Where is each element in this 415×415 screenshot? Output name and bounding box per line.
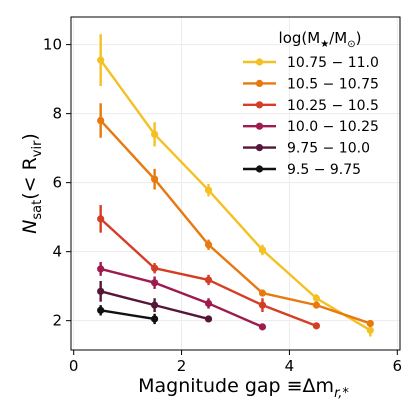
legend-entry-label: 10.5 − 10.75 (287, 76, 379, 92)
legend-entry-label: 9.75 − 10.0 (287, 141, 370, 157)
data-point (312, 301, 321, 309)
data-point (312, 322, 321, 330)
data-point (258, 301, 267, 309)
legend-entry: 10.75 − 11.0 (243, 55, 379, 71)
y-axis-label-paren-subscript: vir (30, 140, 45, 157)
data-point (150, 315, 159, 323)
legend-swatch-marker (255, 79, 264, 87)
legend-entry: 10.5 − 10.75 (243, 76, 379, 92)
series-line (100, 309, 155, 321)
legend-entry: 10.0 − 10.25 (243, 119, 379, 135)
y-axis-label-subscript: sat (30, 200, 45, 220)
data-point (204, 276, 213, 284)
data-point (204, 299, 213, 308)
data-point (150, 264, 159, 272)
data-point (97, 116, 105, 125)
series-line (99, 59, 371, 332)
legend-entry-label: 10.25 − 10.5 (287, 98, 379, 114)
y-tick-label: 2 (52, 312, 62, 330)
tick-layer: 0 2 4 6 2 4 6 8 10 (43, 36, 402, 375)
data-point (258, 323, 267, 331)
series-line (99, 217, 317, 327)
legend-entries: 10.75 − 11.0 10.5 − 10.75 10.25 − 10.5 10.0… (243, 55, 379, 178)
x-tick-label: 6 (393, 357, 403, 375)
legend-entry: 9.5 − 9.75 (243, 162, 361, 178)
x-axis-label-text: Magnitude gap ≡Δm (138, 375, 334, 397)
data-point (258, 289, 267, 297)
data-point (97, 215, 105, 223)
data-point (150, 279, 159, 287)
data-point (97, 265, 105, 273)
series (97, 305, 159, 325)
data-point (150, 175, 159, 183)
y-axis-label-close: ) (19, 133, 41, 140)
legend-title-close: ) (356, 29, 362, 47)
legend-swatch-marker (255, 101, 264, 109)
series (97, 205, 321, 330)
series-line (99, 119, 371, 325)
legend-swatch-marker (255, 144, 264, 152)
data-point (97, 287, 105, 295)
data-point (97, 306, 105, 314)
grid-layer (71, 17, 400, 350)
data-point (150, 301, 159, 309)
x-tick-label: 0 (69, 357, 79, 375)
y-tick-label: 8 (52, 105, 62, 123)
y-axis-label-paren: (< R (19, 157, 41, 200)
series (97, 280, 213, 323)
data-point (366, 326, 374, 334)
legend-swatch-marker (255, 122, 264, 130)
legend-swatch-marker (255, 58, 264, 66)
legend-title-main: log(M (279, 29, 321, 47)
legend-title-sub2: ⊙ (347, 39, 355, 50)
y-tick-label: 6 (52, 174, 62, 192)
legend-entry: 10.25 − 10.5 (243, 98, 379, 114)
data-point (204, 241, 213, 249)
legend: log(M★/M⊙) 10.75 − 11.0 10.5 − 10.75 10.25… (243, 29, 379, 178)
y-axis-label: Nsat(< Rvir) (19, 133, 45, 234)
plot-frame (70, 16, 401, 351)
legend-entry-label: 9.5 − 9.75 (287, 162, 361, 178)
y-axis-label-symbol: N (19, 220, 41, 234)
data-point (150, 130, 159, 138)
x-axis-label: Magnitude gap ≡Δmr,* (138, 375, 349, 401)
data-point (312, 294, 321, 302)
series-layer (97, 34, 374, 337)
legend-title-mid: /M (329, 29, 347, 47)
series-line (100, 267, 263, 328)
data-point (97, 56, 105, 64)
legend-title-sub1: ★ (320, 39, 329, 50)
series (97, 262, 267, 331)
data-point (258, 246, 267, 254)
x-tick-label: 2 (177, 357, 187, 375)
x-axis-label-subscript: r,* (334, 386, 349, 401)
legend-entry-label: 10.0 − 10.25 (287, 119, 379, 135)
legend-title: log(M★/M⊙) (279, 29, 362, 50)
y-tick-label: 4 (52, 243, 62, 261)
legend-swatch-marker (255, 165, 264, 173)
series (97, 34, 374, 337)
y-tick-label: 10 (43, 36, 62, 54)
series (97, 103, 374, 328)
x-tick-label: 4 (285, 357, 295, 375)
legend-entry: 9.75 − 10.0 (243, 141, 370, 157)
data-point (204, 315, 213, 323)
data-point (204, 186, 213, 194)
data-point (366, 319, 374, 328)
legend-entry-label: 10.75 − 11.0 (287, 55, 379, 71)
